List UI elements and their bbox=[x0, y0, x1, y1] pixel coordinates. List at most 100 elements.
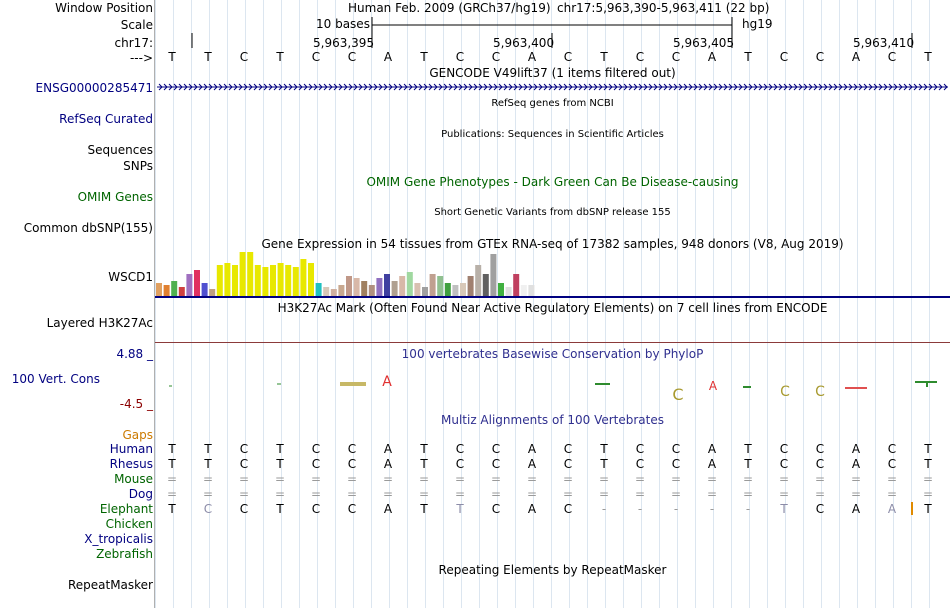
aligned-base: = bbox=[850, 472, 862, 486]
strand-chevron bbox=[833, 83, 838, 91]
gridline bbox=[155, 0, 156, 608]
strand-chevron bbox=[333, 83, 338, 91]
strand-chevron bbox=[823, 83, 828, 91]
ref-base: C bbox=[311, 50, 321, 64]
aligned-base: T bbox=[600, 442, 608, 456]
strand-chevron bbox=[748, 83, 753, 91]
gtex-track-title[interactable]: Gene Expression in 54 tissues from GTEx … bbox=[261, 237, 844, 251]
aligned-base: A bbox=[707, 457, 717, 471]
strand-chevron bbox=[778, 83, 783, 91]
gtex-tissue-bar bbox=[399, 276, 406, 296]
aligned-base: = bbox=[562, 472, 574, 486]
aligned-base: = bbox=[706, 487, 718, 501]
publications-track-label[interactable]: Sequences bbox=[87, 143, 153, 157]
dbsnp-track-label[interactable]: Common dbSNP(155) bbox=[23, 221, 153, 235]
omim-track-label[interactable]: OMIM Genes bbox=[77, 190, 153, 204]
gridline bbox=[875, 0, 876, 608]
gtex-tissue-bar bbox=[414, 283, 421, 296]
aligned-base: C bbox=[887, 442, 897, 456]
gtex-bar-chart[interactable] bbox=[155, 250, 950, 300]
gtex-tissue-bar bbox=[482, 274, 489, 296]
strand-chevron bbox=[773, 83, 778, 91]
strand-chevron bbox=[173, 83, 178, 91]
aligned-base: - bbox=[745, 502, 751, 516]
repeatmasker-track-title[interactable]: Repeating Elements by RepeatMasker bbox=[438, 563, 667, 577]
species-label[interactable]: Rhesus bbox=[109, 457, 153, 471]
strand-chevron bbox=[688, 83, 693, 91]
strand-chevron bbox=[743, 83, 748, 91]
aligned-base: = bbox=[274, 472, 286, 486]
refseq-track-label[interactable]: RefSeq Curated bbox=[59, 112, 153, 126]
aligned-base: = bbox=[274, 487, 286, 501]
aligned-base: = bbox=[670, 487, 682, 501]
strand-chevron bbox=[428, 83, 433, 91]
refseq-track-title[interactable]: RefSeq genes from NCBI bbox=[491, 98, 614, 109]
ref-base: C bbox=[347, 50, 357, 64]
gencode-gene-label[interactable]: ENSG00000285471 bbox=[35, 81, 153, 95]
species-label[interactable]: Human bbox=[109, 442, 153, 456]
aligned-base: - bbox=[601, 502, 607, 516]
gtex-tissue-bar bbox=[308, 263, 314, 296]
multiz-track-title[interactable]: Multiz Alignments of 100 Vertebrates bbox=[440, 413, 665, 427]
strand-chevron bbox=[648, 83, 653, 91]
strand-chevron bbox=[783, 83, 788, 91]
gencode-track-title[interactable]: GENCODE V49lift37 (1 items filtered out) bbox=[429, 66, 676, 80]
aligned-base: = bbox=[310, 487, 322, 501]
strand-chevron bbox=[818, 83, 823, 91]
aligned-base: = bbox=[166, 487, 178, 501]
gtex-gene-label[interactable]: WSCD1 bbox=[108, 270, 153, 284]
species-label[interactable]: Zebrafish bbox=[96, 547, 153, 561]
ref-base: T bbox=[168, 50, 176, 64]
aligned-base: = bbox=[742, 487, 754, 501]
cons-track-label[interactable]: 100 Vert. Cons bbox=[11, 372, 100, 386]
cons-track-title[interactable]: 100 vertebrates Basewise Conservation by… bbox=[401, 347, 704, 361]
gridline bbox=[767, 0, 768, 608]
strand-chevron bbox=[738, 83, 743, 91]
strand-chevron bbox=[383, 83, 388, 91]
species-label[interactable]: Dog bbox=[128, 487, 153, 501]
cons-max-label: 4.88 _ bbox=[116, 347, 153, 361]
gridline bbox=[839, 0, 840, 608]
strand-chevron bbox=[263, 83, 268, 91]
aligned-base: C bbox=[347, 502, 357, 516]
aligned-base: C bbox=[347, 442, 357, 456]
aligned-base: C bbox=[563, 457, 573, 471]
gridline bbox=[209, 0, 210, 608]
gtex-tissue-bar bbox=[368, 285, 375, 296]
aligned-base: T bbox=[924, 457, 932, 471]
h3k27ac-track-title[interactable]: H3K27Ac Mark (Often Found Near Active Re… bbox=[277, 301, 828, 315]
strand-chevron bbox=[483, 83, 488, 91]
species-label[interactable]: Mouse bbox=[114, 472, 153, 486]
dbsnp-track-title[interactable]: Short Genetic Variants from dbSNP releas… bbox=[434, 207, 671, 218]
species-label[interactable]: Elephant bbox=[99, 502, 153, 516]
window-position-value: chr17:5,963,390-5,963,411 (22 bp) bbox=[557, 1, 770, 15]
gridline bbox=[479, 0, 480, 608]
aligned-base: = bbox=[526, 487, 538, 501]
strand-chevron bbox=[343, 83, 348, 91]
gencode-gene-feature[interactable] bbox=[155, 80, 950, 94]
aligned-base: = bbox=[886, 472, 898, 486]
species-label[interactable]: X_tropicalis bbox=[84, 532, 153, 546]
aligned-base: = bbox=[598, 487, 610, 501]
aligned-base: = bbox=[382, 472, 394, 486]
strand-chevron bbox=[918, 83, 923, 91]
snps-track-label[interactable]: SNPs bbox=[123, 159, 153, 173]
strand-chevron bbox=[258, 83, 263, 91]
aligned-base: T bbox=[168, 442, 176, 456]
ruler-label-2: 5,963,400 bbox=[493, 36, 555, 50]
h3k27ac-track-label[interactable]: Layered H3K27Ac bbox=[46, 316, 153, 330]
strand-chevron bbox=[293, 83, 298, 91]
omim-track-title[interactable]: OMIM Gene Phenotypes - Dark Green Can Be… bbox=[366, 175, 739, 189]
repeatmasker-track-label[interactable]: RepeatMasker bbox=[67, 578, 153, 592]
gtex-tissue-bar bbox=[232, 265, 238, 296]
species-label[interactable]: Chicken bbox=[105, 517, 153, 531]
gridline bbox=[659, 0, 660, 608]
strand-chevron bbox=[543, 83, 548, 91]
gap-marker bbox=[911, 502, 913, 515]
strand-chevron bbox=[708, 83, 713, 91]
gridline bbox=[281, 0, 282, 608]
gridline bbox=[263, 0, 264, 608]
publications-track-title[interactable]: Publications: Sequences in Scientific Ar… bbox=[441, 129, 664, 140]
strand-chevron bbox=[608, 83, 613, 91]
strand-chevron bbox=[658, 83, 663, 91]
